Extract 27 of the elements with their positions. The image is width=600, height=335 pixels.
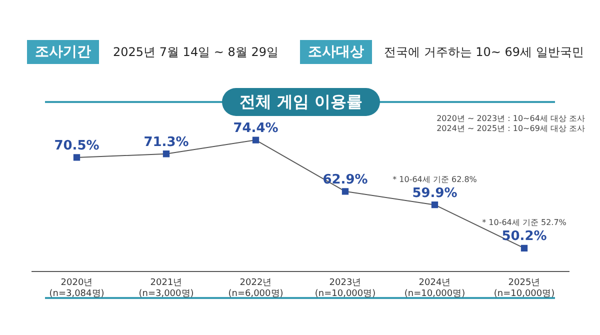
text: 전국에 거주하는 10~ 69세 일반국민 bbox=[384, 45, 584, 59]
text: 조사대상 bbox=[308, 44, 364, 60]
text: 조사기간 bbox=[35, 44, 91, 60]
point bbox=[342, 188, 349, 195]
text: 2024년 ~ 2025년 : 10~69세 대상 조사 bbox=[436, 124, 585, 133]
x-tick-label: 2021년 (n=3,000명) bbox=[138, 278, 194, 299]
point bbox=[162, 150, 170, 158]
data-label: 70.5% bbox=[54, 138, 100, 154]
chart-title: 전체 게임 이용률 bbox=[222, 88, 380, 116]
point bbox=[520, 244, 528, 252]
text: 2025년 7월 14일 ~ 8월 29일 bbox=[113, 45, 278, 59]
point bbox=[252, 136, 260, 144]
data-label: 74.4% bbox=[233, 121, 278, 136]
data-label: 62.9% bbox=[322, 172, 368, 188]
x-tick-label: 2024년 (n=10,000명) bbox=[404, 278, 466, 299]
point bbox=[73, 154, 80, 161]
x-tick-label: 2022년 (n=6,000명) bbox=[228, 278, 284, 299]
x-tick-label: 2023년 (n=10,000명) bbox=[314, 278, 376, 299]
point bbox=[431, 201, 438, 208]
data-label: 59.9% bbox=[412, 186, 458, 201]
annotation: * 10-64세 기준 52.7% bbox=[482, 218, 567, 228]
x-tick-label: 2020년 (n=3,084명) bbox=[49, 278, 104, 299]
data-label: 50.2% bbox=[502, 229, 547, 244]
data-label: 71.3% bbox=[144, 134, 189, 150]
text: 2020년 ~ 2023년 : 10~64세 대상 조사 bbox=[436, 114, 585, 123]
annotation: * 10-64세 기준 62.8% bbox=[392, 174, 478, 184]
x-tick-label: 2025년 (n=10,000명) bbox=[494, 278, 555, 299]
